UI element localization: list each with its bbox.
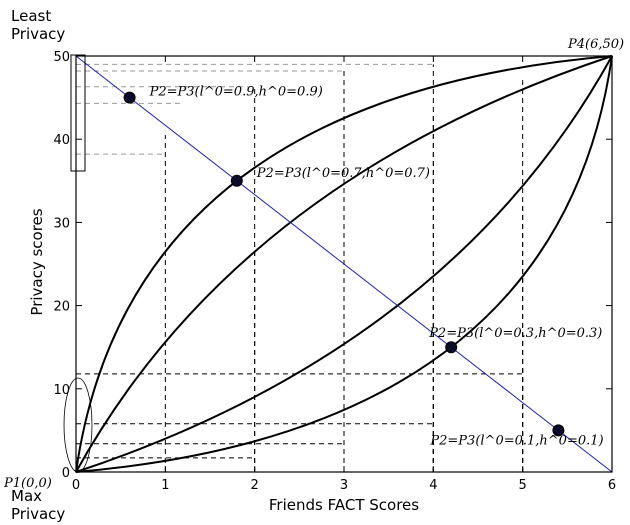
curve-label-3: P2=P3(l^0=0.1,h^0=0.1) — [429, 433, 603, 448]
least-privacy-label-line1: Least — [11, 7, 51, 25]
x-tick-label-3: 3 — [340, 478, 348, 493]
x-tick-label-1: 1 — [161, 478, 169, 493]
guide-lines — [76, 63, 524, 472]
x-axis-label: Friends FACT Scores — [269, 496, 419, 514]
x-tick-label-5: 5 — [519, 478, 527, 493]
curve-labels: P2=P3(l^0=0.9,h^0=0.9) P2=P3(l^0=0.7,h^0=… — [149, 85, 604, 449]
x-tick-label-6: 6 — [608, 478, 616, 493]
diagonal-line — [75, 55, 613, 473]
highlight-ellipse-bottom — [63, 377, 93, 473]
least-privacy-label-line2: Privacy — [11, 25, 65, 43]
start-point-label: P1(0,0) — [3, 476, 52, 491]
y-tick-label-4: 40 — [53, 133, 70, 148]
tick-labels: 0 1 2 3 4 5 6 0 10 20 30 40 50 — [53, 50, 616, 493]
control-point-2 — [445, 341, 458, 354]
x-tick-label-0: 0 — [72, 478, 80, 493]
y-axis-label: Privacy scores — [28, 208, 46, 315]
end-point-label: P4(6,50) — [567, 37, 624, 52]
curve-label-2: P2=P3(l^0=0.3,h^0=0.3) — [428, 326, 602, 341]
x-tick-label-4: 4 — [429, 478, 437, 493]
control-point-1 — [230, 174, 243, 187]
highlight-box-top — [70, 54, 86, 172]
curve-label-1: P2=P3(l^0=0.7,h^0=0.7) — [256, 166, 430, 181]
y-tick-label-3: 30 — [53, 216, 70, 231]
max-privacy-label-line2: Privacy — [11, 505, 65, 523]
max-privacy-label-line1: Max — [11, 487, 42, 505]
y-tick-label-2: 20 — [53, 300, 70, 315]
curve-label-0: P2=P3(l^0=0.9,h^0=0.9) — [149, 85, 323, 100]
y-tick-label-5: 50 — [53, 50, 70, 65]
x-tick-label-2: 2 — [251, 478, 259, 493]
y-tick-label-1: 10 — [53, 383, 70, 398]
axis-ticks — [75, 55, 613, 473]
y-tick-label-0: 0 — [62, 466, 70, 481]
control-point-3 — [552, 424, 565, 437]
control-point-0 — [123, 91, 136, 104]
marker-group — [123, 91, 565, 437]
